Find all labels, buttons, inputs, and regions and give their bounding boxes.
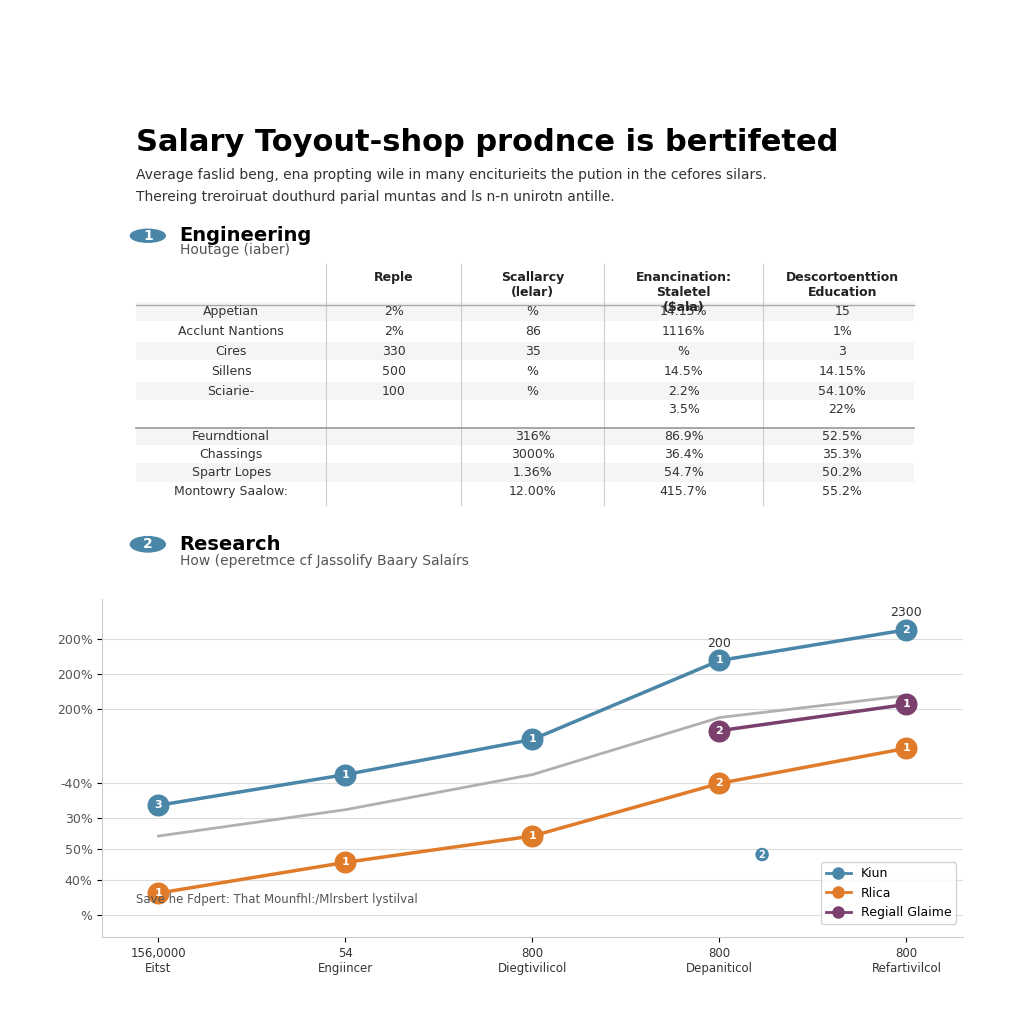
Text: Research: Research (179, 535, 281, 554)
Text: 1: 1 (342, 857, 349, 867)
Text: 15: 15 (835, 305, 850, 318)
Text: Salary Toyout-shop prodnce is bertifeted: Salary Toyout-shop prodnce is bertifeted (136, 128, 839, 157)
Text: 1: 1 (902, 699, 910, 710)
Point (337, 854, 353, 870)
FancyBboxPatch shape (136, 342, 913, 360)
Text: 35: 35 (524, 345, 541, 358)
Text: 2%: 2% (384, 305, 403, 318)
Text: 1: 1 (528, 831, 537, 841)
Text: %: % (526, 305, 539, 318)
Circle shape (130, 537, 165, 552)
Text: 2: 2 (143, 538, 153, 551)
Text: 1: 1 (155, 888, 163, 898)
Text: Descortoenttion
Education: Descortoenttion Education (785, 271, 899, 299)
FancyBboxPatch shape (136, 427, 913, 445)
Point (712, 723, 728, 739)
Text: 2300: 2300 (891, 606, 923, 618)
Point (712, 775, 728, 792)
Text: 330: 330 (382, 345, 406, 358)
Text: Spartr Lopes: Spartr Lopes (191, 467, 270, 479)
Point (898, 696, 914, 713)
Text: 3: 3 (839, 345, 846, 358)
Point (524, 827, 541, 844)
Text: Average faslid beng, ena propting wile in many enciturieits the pution in the ce: Average faslid beng, ena propting wile i… (136, 168, 767, 181)
Text: 3000%: 3000% (511, 449, 555, 461)
FancyBboxPatch shape (136, 361, 913, 381)
Point (712, 652, 728, 669)
Text: Scallarcy
(lelar): Scallarcy (lelar) (501, 271, 564, 299)
Text: 316%: 316% (515, 430, 551, 443)
Text: Reple: Reple (374, 271, 414, 284)
Text: 1%: 1% (833, 325, 852, 338)
Point (151, 885, 167, 901)
FancyBboxPatch shape (136, 463, 913, 482)
Text: 22%: 22% (828, 403, 856, 417)
Text: %: % (526, 385, 539, 398)
FancyBboxPatch shape (136, 302, 913, 321)
FancyBboxPatch shape (136, 322, 913, 340)
Text: 14.15%: 14.15% (659, 305, 708, 318)
Text: How (eperetmce cf Jassolify Baary Salaírs: How (eperetmce cf Jassolify Baary Salaír… (179, 554, 468, 568)
Point (337, 766, 353, 782)
Text: 1: 1 (902, 743, 910, 754)
Text: Thereing treroiruat douthurd parial muntas and ls n-n unirotn antille.: Thereing treroiruat douthurd parial munt… (136, 189, 614, 204)
Point (151, 797, 167, 813)
Circle shape (130, 229, 165, 243)
Text: Sillens: Sillens (211, 366, 252, 378)
Text: 500: 500 (382, 366, 406, 378)
Text: 1: 1 (342, 770, 349, 779)
Text: 36.4%: 36.4% (664, 449, 703, 461)
Text: 2: 2 (716, 726, 723, 735)
Text: Enancination:
Staletel
($ala): Enancination: Staletel ($ala) (636, 271, 731, 314)
Text: Chassings: Chassings (200, 449, 263, 461)
FancyBboxPatch shape (136, 382, 913, 400)
Text: %: % (526, 366, 539, 378)
Text: 3.5%: 3.5% (668, 403, 699, 417)
FancyBboxPatch shape (136, 400, 913, 419)
Text: 54.10%: 54.10% (818, 385, 866, 398)
Text: Engineering: Engineering (179, 226, 312, 246)
Text: 2%: 2% (384, 325, 403, 338)
Text: 86: 86 (524, 325, 541, 338)
Point (524, 731, 541, 748)
Text: 2: 2 (902, 625, 910, 635)
Point (898, 740, 914, 757)
Text: 12.00%: 12.00% (509, 484, 557, 498)
Text: 50.2%: 50.2% (822, 467, 862, 479)
Text: Sciarie-: Sciarie- (208, 385, 255, 398)
Text: 100: 100 (382, 385, 406, 398)
Text: 14.15%: 14.15% (818, 366, 866, 378)
Text: 200: 200 (708, 637, 731, 649)
Text: Montowry Saalow:: Montowry Saalow: (174, 484, 288, 498)
Text: 14.5%: 14.5% (664, 366, 703, 378)
Text: 86.9%: 86.9% (664, 430, 703, 443)
Text: Cires: Cires (215, 345, 247, 358)
Text: 415.7%: 415.7% (659, 484, 708, 498)
Text: 1116%: 1116% (662, 325, 706, 338)
Text: 1: 1 (143, 228, 153, 243)
Text: 3: 3 (155, 801, 163, 810)
Text: %: % (678, 345, 689, 358)
Text: Save he Fdpert: That Mounfhl:/Mlrsbert lystilval: Save he Fdpert: That Mounfhl:/Mlrsbert l… (136, 893, 418, 906)
Text: Acclunt Nantions: Acclunt Nantions (178, 325, 284, 338)
FancyBboxPatch shape (136, 445, 913, 464)
Text: 54.7%: 54.7% (664, 467, 703, 479)
Text: 2.2%: 2.2% (668, 385, 699, 398)
Text: Houtage (iaber): Houtage (iaber) (179, 243, 290, 257)
Text: 2: 2 (716, 778, 723, 788)
FancyBboxPatch shape (136, 481, 913, 500)
Legend: Kiun, Rlica, Regiall Glaime: Kiun, Rlica, Regiall Glaime (820, 862, 956, 924)
Text: 55.2%: 55.2% (822, 484, 862, 498)
Text: 1.36%: 1.36% (513, 467, 553, 479)
Text: Appetian: Appetian (203, 305, 259, 318)
Text: 1: 1 (528, 734, 537, 744)
Text: 35.3%: 35.3% (822, 449, 862, 461)
Text: Feurndtional: Feurndtional (193, 430, 270, 443)
Text: 1: 1 (716, 655, 723, 666)
Point (898, 622, 914, 638)
Text: 2: 2 (759, 850, 766, 859)
Text: 52.5%: 52.5% (822, 430, 862, 443)
